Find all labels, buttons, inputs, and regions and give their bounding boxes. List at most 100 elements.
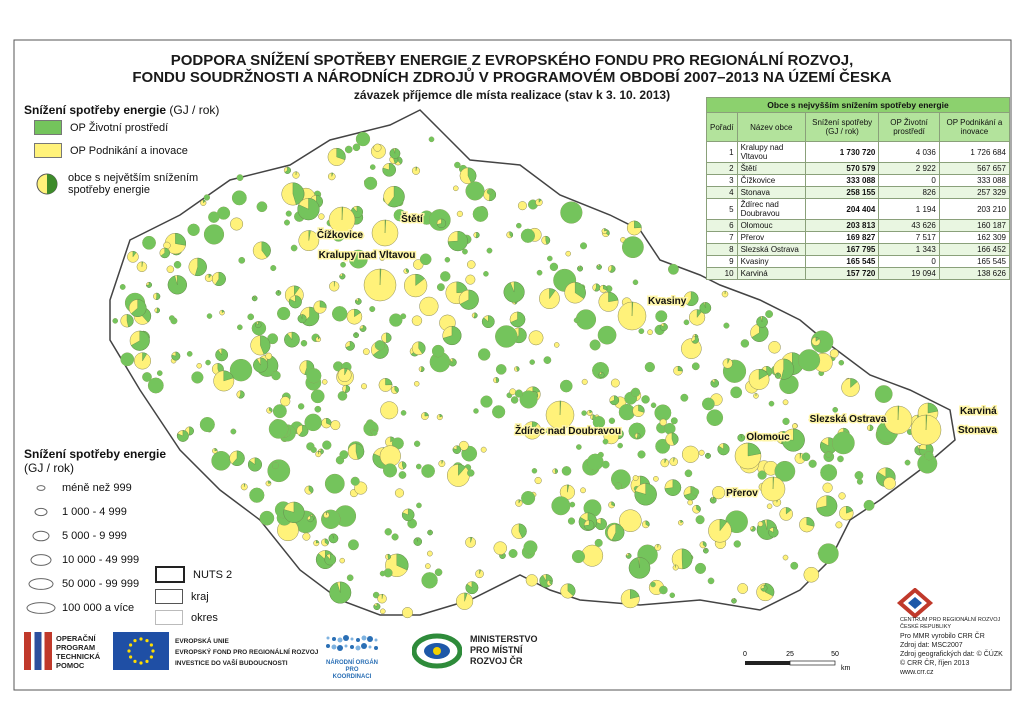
pie-slice (632, 279, 639, 285)
pie-slice (618, 428, 624, 440)
pie-slice (547, 255, 553, 262)
pie-slice (480, 395, 493, 408)
table-cell: 3 (706, 174, 738, 187)
pie-slice (333, 361, 343, 372)
pie-slice (695, 563, 706, 574)
pie-slice (389, 148, 401, 159)
pie-base (379, 445, 401, 467)
pie-slice (354, 308, 361, 318)
pie-slice (340, 262, 346, 268)
pie-slice (603, 284, 608, 291)
crr-logo (896, 588, 934, 618)
pie-base (166, 265, 175, 274)
pie-slice (699, 302, 712, 314)
pie-base (681, 445, 700, 463)
pie-slice (815, 336, 820, 342)
pie-slice (325, 474, 345, 494)
pie-slice (394, 386, 399, 394)
nok-dot (350, 637, 354, 641)
pie-slice (664, 479, 682, 496)
pie-slice (384, 528, 392, 536)
pie-slice (324, 538, 329, 545)
pie-slice (574, 282, 586, 299)
frame (13, 39, 1012, 691)
pie-slice (345, 145, 353, 154)
nok-dot (361, 643, 367, 649)
table-cell: 169 827 (804, 231, 880, 244)
pie-slice (790, 562, 798, 570)
pie-slice (592, 416, 605, 429)
pie-slice (146, 281, 152, 288)
pie-slice (187, 223, 200, 236)
pie-slice (251, 295, 258, 302)
pie-slice (295, 171, 297, 176)
pie-slice (447, 231, 468, 252)
pie-slice (247, 313, 254, 320)
pie-slice (602, 460, 610, 469)
boundary-label: kraj (191, 590, 209, 603)
pie-slice (478, 348, 491, 361)
nok-text: NÁRODNÍ ORGÁN PRO KOORDINACI (326, 660, 378, 681)
table-cell: 9 (706, 255, 738, 268)
table-row: 4 Stonava 258 155 826 257 329 (706, 186, 1011, 199)
boundary-item: okres (155, 610, 232, 625)
pie-base (803, 566, 820, 583)
pie-slice (765, 583, 775, 597)
table-cell: 7 517 (878, 231, 940, 244)
size-symbol (26, 602, 56, 614)
title: FONDU SOUDRŽNOSTI A NÁRODNÍCH ZDROJŮ V P… (132, 69, 892, 86)
pie-base (330, 420, 341, 431)
pie-slice (709, 496, 717, 504)
pie-slice (609, 417, 615, 424)
table-cell: 4 036 (878, 141, 940, 163)
pie-base (380, 401, 399, 420)
pie-slice (398, 471, 407, 479)
pie-slice (727, 358, 730, 364)
size-symbol (36, 485, 46, 491)
pie-slice (801, 452, 811, 461)
pie-slice (799, 452, 802, 459)
pie-slice (311, 389, 325, 403)
size-ellipse (36, 485, 46, 491)
pie-slice (483, 271, 489, 277)
logo-line: Zdroj geografických dat: © ČÚZK (900, 651, 1003, 658)
pie-slice (160, 247, 170, 259)
pie-slice (349, 249, 368, 269)
pie-slice (543, 356, 552, 364)
pie-slice (269, 407, 273, 413)
pie-base (681, 338, 702, 359)
size-symbol (32, 530, 50, 542)
pie-slice (479, 569, 481, 574)
pie-slice (142, 372, 152, 382)
table-cell: 1 730 720 (804, 141, 880, 163)
table-cell: 10 (706, 267, 738, 280)
table-row: 9 Kvasiny 165 545 0 165 545 (706, 255, 1011, 268)
pie-slice (638, 328, 644, 334)
size-symbol (28, 578, 54, 590)
pie-slice (298, 403, 305, 410)
size-legend-item: méně než 999 (24, 478, 139, 498)
pie-base (318, 213, 325, 220)
pie-slice (402, 461, 407, 470)
pie-slice (532, 421, 539, 431)
legend-label: OP Podnikání a inovace (70, 144, 188, 157)
city-label: Štětí (401, 212, 424, 225)
pie-slice (462, 248, 468, 255)
pie-slice (284, 166, 291, 174)
pie-slice (415, 274, 425, 286)
size-legend-item: 5 000 - 9 999 (24, 526, 139, 546)
pie-base (456, 210, 463, 217)
pie-slice (731, 598, 737, 604)
pie-base (196, 363, 202, 369)
nok-dot (368, 645, 372, 649)
pie-slice (401, 410, 407, 416)
pie-slice (634, 220, 642, 229)
city-label: Kralupy nad Vltavou (319, 250, 416, 261)
pie-slice (396, 553, 409, 571)
pie-slice (592, 362, 609, 379)
pie-slice (383, 568, 393, 578)
pie-slice (659, 323, 668, 331)
pie-slice (747, 442, 762, 457)
pie-slice (436, 218, 447, 228)
table-cell: 7 (706, 231, 738, 244)
